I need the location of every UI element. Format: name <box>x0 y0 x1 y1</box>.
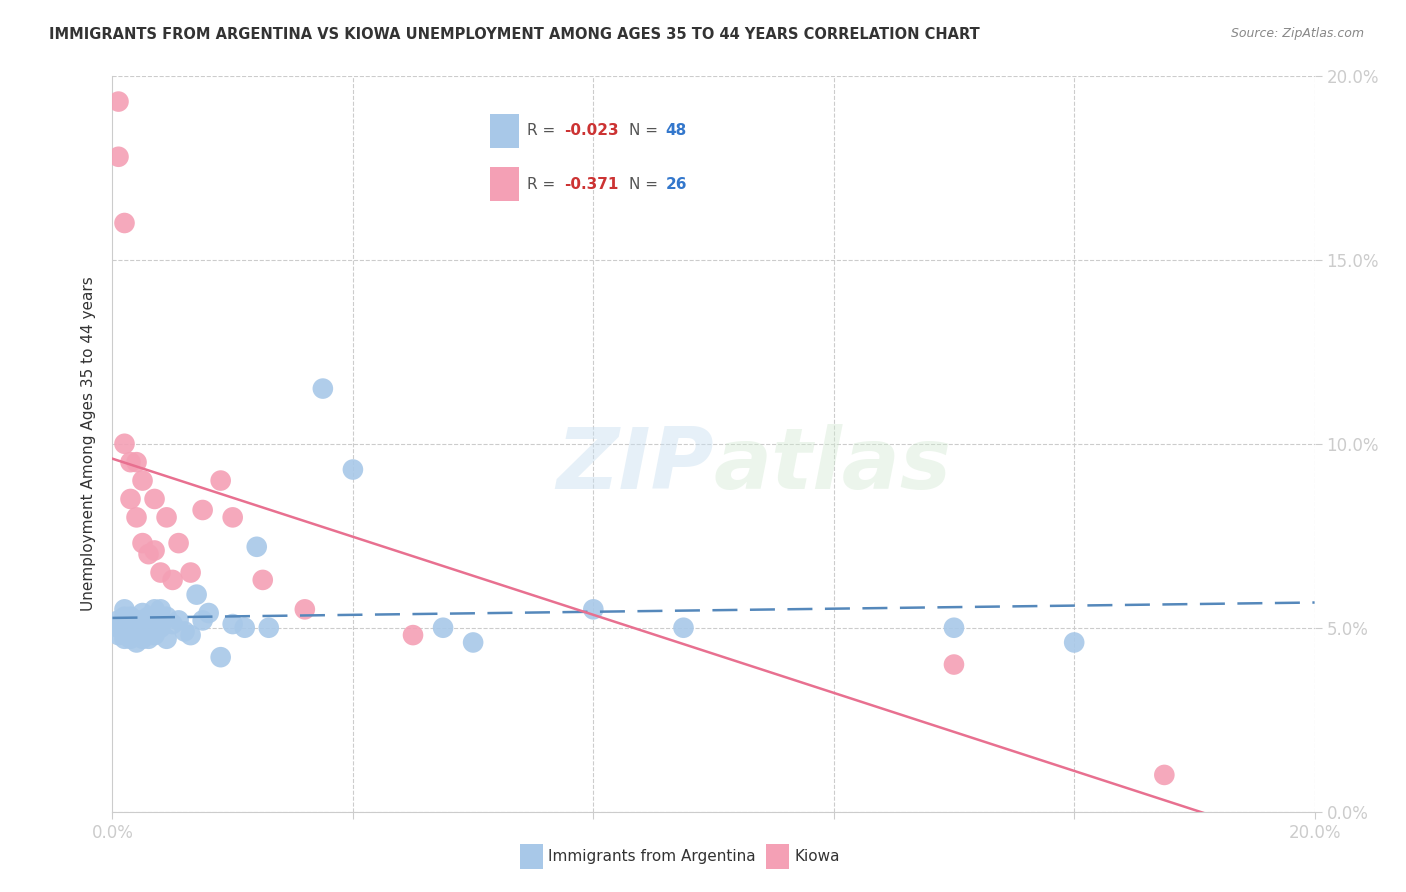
Point <box>155 632 177 646</box>
Point <box>120 617 142 632</box>
Point <box>114 216 136 230</box>
Point <box>209 650 232 665</box>
Point <box>120 455 142 469</box>
Point <box>114 436 136 450</box>
Point <box>120 624 142 639</box>
Point <box>162 573 184 587</box>
Point <box>149 621 172 635</box>
Point <box>120 491 142 506</box>
Point <box>131 536 153 550</box>
Point <box>222 617 245 632</box>
Text: IMMIGRANTS FROM ARGENTINA VS KIOWA UNEMPLOYMENT AMONG AGES 35 TO 44 YEARS CORREL: IMMIGRANTS FROM ARGENTINA VS KIOWA UNEMP… <box>49 27 980 42</box>
Point <box>125 635 148 649</box>
Point <box>131 606 153 620</box>
Point <box>582 602 605 616</box>
Point <box>125 455 148 469</box>
Point <box>173 624 195 639</box>
Point <box>149 602 172 616</box>
Point <box>1063 635 1085 649</box>
Point <box>294 602 316 616</box>
Point <box>155 609 177 624</box>
Point <box>209 474 232 488</box>
Point <box>432 621 454 635</box>
Point <box>138 632 160 646</box>
Point <box>191 503 214 517</box>
Y-axis label: Unemployment Among Ages 35 to 44 years: Unemployment Among Ages 35 to 44 years <box>80 277 96 611</box>
Point <box>246 540 269 554</box>
Point <box>138 621 160 635</box>
Point <box>233 621 256 635</box>
Point <box>162 617 184 632</box>
Point <box>107 95 129 109</box>
Point <box>672 621 695 635</box>
Text: ZIP: ZIP <box>555 425 714 508</box>
Point <box>131 632 153 646</box>
Point <box>180 566 202 580</box>
Text: Immigrants from Argentina: Immigrants from Argentina <box>548 849 756 863</box>
Point <box>180 628 202 642</box>
Point <box>107 150 129 164</box>
Point <box>143 628 166 642</box>
Point <box>312 382 335 396</box>
Point <box>143 617 166 632</box>
Point <box>222 510 245 524</box>
Point <box>114 609 136 624</box>
Point <box>167 536 190 550</box>
Point <box>138 609 160 624</box>
Point <box>402 628 425 642</box>
Point <box>114 632 136 646</box>
Point <box>186 588 208 602</box>
Point <box>120 632 142 646</box>
Point <box>155 510 177 524</box>
Point <box>131 614 153 628</box>
Point <box>125 614 148 628</box>
Point <box>107 621 129 635</box>
Point <box>257 621 280 635</box>
Text: Source: ZipAtlas.com: Source: ZipAtlas.com <box>1230 27 1364 40</box>
Point <box>252 573 274 587</box>
Point <box>1153 768 1175 782</box>
Point <box>191 614 214 628</box>
Point <box>167 614 190 628</box>
Point <box>125 510 148 524</box>
Point <box>143 602 166 616</box>
Text: atlas: atlas <box>714 425 952 508</box>
Point <box>131 621 153 635</box>
Point <box>114 602 136 616</box>
Point <box>138 547 160 561</box>
Point <box>143 491 166 506</box>
Point <box>131 474 153 488</box>
Point <box>461 635 484 649</box>
Point <box>120 609 142 624</box>
Point <box>114 621 136 635</box>
Point <box>943 657 966 672</box>
Text: Kiowa: Kiowa <box>794 849 839 863</box>
Point <box>125 624 148 639</box>
Point <box>342 462 364 476</box>
Point <box>143 543 166 558</box>
Point <box>149 566 172 580</box>
Point <box>197 606 219 620</box>
Point <box>943 621 966 635</box>
Point <box>107 614 129 628</box>
Point <box>107 628 129 642</box>
